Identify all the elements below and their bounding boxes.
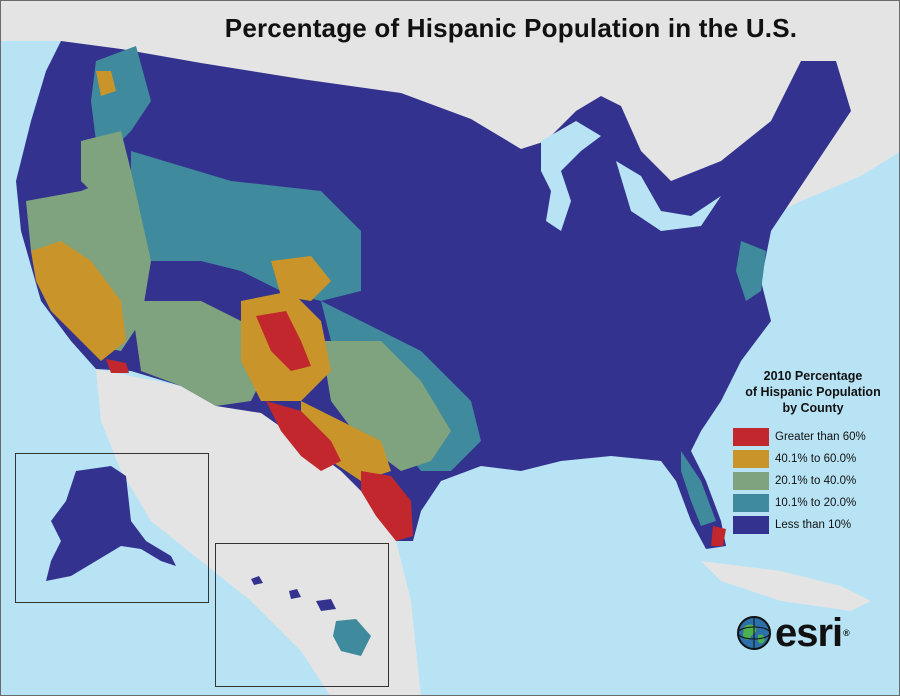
legend-swatch (733, 428, 769, 446)
legend-label: Greater than 60% (775, 431, 866, 443)
globe-icon (737, 616, 771, 650)
region-40-60-washington (96, 71, 116, 96)
region-over-60-south-texas (361, 471, 413, 541)
region-over-60-rio-grande (266, 401, 341, 471)
us-mainland (16, 41, 851, 549)
region-20-40-idaho (81, 131, 131, 201)
legend-item-under-10: Less than 10% (733, 514, 893, 536)
logo-text: esri® (775, 611, 850, 655)
map-title: Percentage of Hispanic Population in the… (224, 13, 798, 43)
legend-label: 10.1% to 20.0% (775, 497, 857, 509)
registered-mark: ® (843, 628, 850, 638)
canada-landmass (1, 1, 899, 231)
legend-swatch (733, 472, 769, 490)
legend-swatch (733, 516, 769, 534)
region-over-60-imperial (106, 359, 129, 373)
hawaii-big-island (333, 619, 371, 656)
legend-label: 40.1% to 60.0% (775, 453, 857, 465)
hawaii-oahu (289, 589, 301, 599)
great-lakes-east (616, 161, 721, 231)
legend-item-over-60: Greater than 60% (733, 426, 893, 448)
hawaii-kauai (251, 576, 263, 585)
great-lakes (541, 121, 601, 231)
legend-title-line: by County (782, 401, 844, 415)
region-20-40-texas (321, 341, 451, 471)
hawaii-maui (316, 599, 336, 611)
region-over-60-new-mexico (256, 311, 311, 371)
mexico-landmass (96, 369, 421, 695)
hawaii-inset (215, 543, 389, 687)
region-40-60-texas (301, 401, 391, 481)
alaska-shape (46, 466, 176, 581)
legend-title-line: 2010 Percentage (763, 369, 863, 383)
legend-swatch (733, 494, 769, 512)
legend-item-40-60: 40.1% to 60.0% (733, 448, 893, 470)
esri-logo: esri® (736, 611, 850, 655)
region-40-60-california (31, 241, 126, 361)
logo-wordmark: esri (775, 611, 843, 655)
florida-gulf-land (701, 561, 871, 611)
legend-item-20-40: 20.1% to 40.0% (733, 470, 893, 492)
alaska-inset (15, 453, 209, 603)
region-10-20-florida (681, 451, 716, 526)
legend-swatch (733, 450, 769, 468)
legend-title: 2010 Percentage of Hispanic Population b… (733, 368, 893, 416)
legend-item-10-20: 10.1% to 20.0% (733, 492, 893, 514)
legend-label: 20.1% to 40.0% (775, 475, 857, 487)
legend: 2010 Percentage of Hispanic Population b… (733, 368, 893, 536)
region-20-40-southwest (131, 301, 271, 406)
region-10-20-east (736, 241, 766, 301)
legend-title-line: of Hispanic Population (745, 385, 881, 399)
region-over-60-miami (711, 526, 726, 546)
region-40-60-colorado (271, 256, 331, 301)
legend-label: Less than 10% (775, 519, 852, 531)
